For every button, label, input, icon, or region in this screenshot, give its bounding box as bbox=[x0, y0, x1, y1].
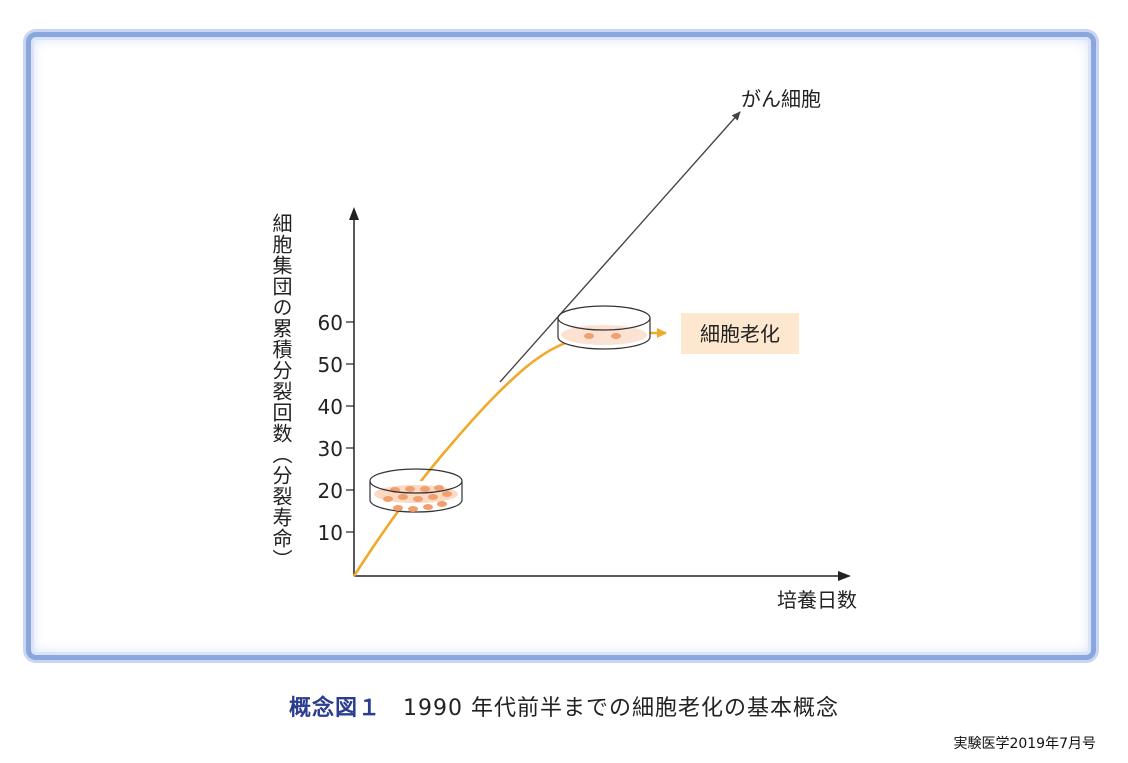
y-axis-label: 細胞集団の累積分裂回数（分裂寿命） bbox=[269, 213, 293, 570]
source-citation: 実験医学2019年7月号 bbox=[953, 736, 1096, 752]
y-tick-label: 20 bbox=[318, 479, 343, 503]
senescence-label-box: 細胞老化 bbox=[681, 313, 799, 354]
cancer-cell-label: がん細胞 bbox=[741, 87, 821, 111]
y-tick-label: 30 bbox=[318, 437, 343, 461]
y-tick-label: 10 bbox=[318, 521, 343, 545]
culture-dish-senescent bbox=[557, 305, 651, 350]
y-tick-label: 60 bbox=[318, 311, 343, 335]
y-axis bbox=[349, 207, 359, 576]
x-axis bbox=[354, 571, 851, 581]
senescence-diagram: 10 20 30 40 50 60 細胞集団の累積分裂回数（分裂寿命） 培養日数… bbox=[269, 87, 857, 612]
figure-caption: 概念図１ 1990 年代前半までの細胞老化の基本概念 bbox=[0, 690, 1128, 722]
y-tick-label: 50 bbox=[318, 353, 343, 377]
x-axis-label: 培養日数 bbox=[777, 588, 857, 612]
y-tick-label: 40 bbox=[318, 395, 343, 419]
culture-dish-early bbox=[369, 468, 463, 513]
caption-label: 概念図１ bbox=[289, 696, 382, 721]
senescence-label: 細胞老化 bbox=[700, 322, 780, 346]
caption-text: 1990 年代前半までの細胞老化の基本概念 bbox=[403, 696, 839, 721]
growth-curve bbox=[352, 331, 609, 577]
y-ticks: 10 20 30 40 50 60 bbox=[318, 311, 354, 545]
cancer-cell-line bbox=[499, 111, 741, 383]
